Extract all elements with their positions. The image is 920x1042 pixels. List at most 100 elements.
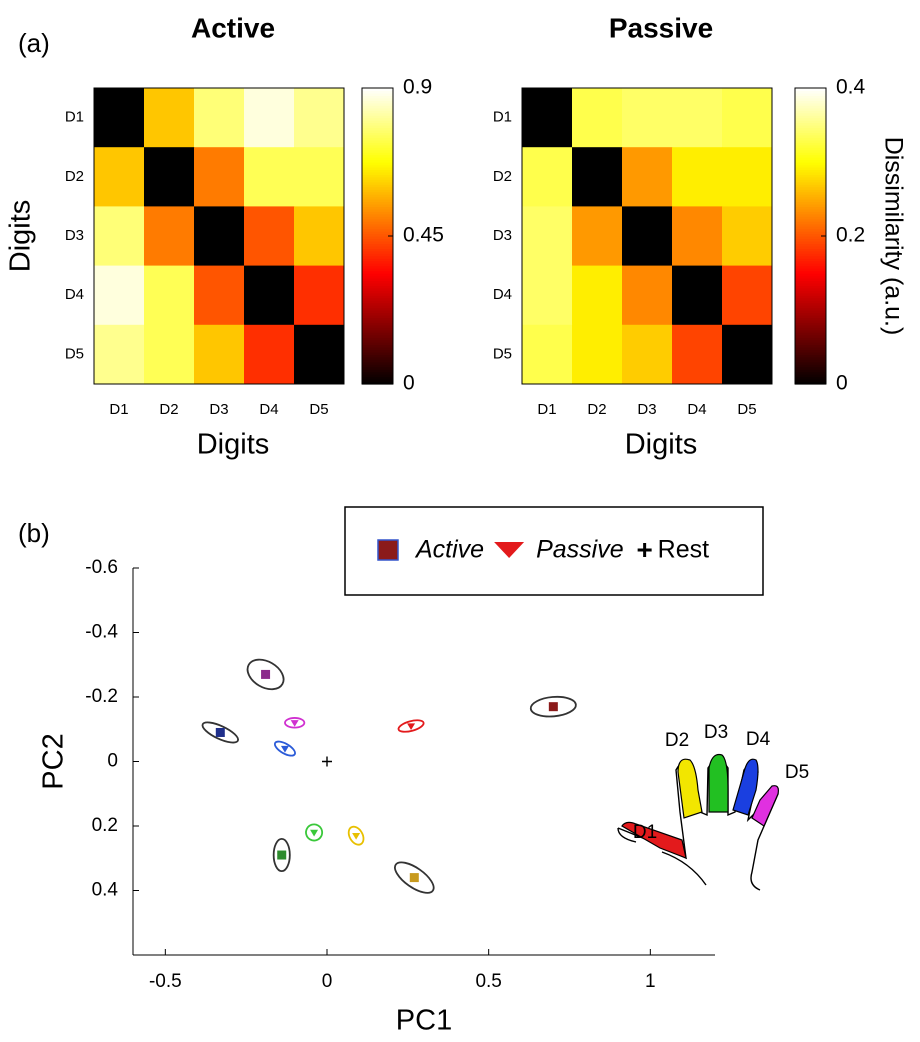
heatmap-cell [672,265,723,326]
x-tick-label: D2 [159,401,178,418]
colorbar-step [795,194,826,198]
colorbar-step [362,263,393,267]
colorbar-step [795,134,826,138]
colorbar-step [362,206,393,210]
y-tick-label: D2 [493,168,512,185]
colorbar-step [795,327,826,331]
colorbar-step [362,194,393,198]
colorbar-step [795,270,826,274]
colorbar-step [362,260,393,264]
heatmap-cell [522,147,573,207]
colorbar-step [362,240,393,244]
heatmap-cell [572,147,623,207]
colorbar-step [362,351,393,355]
colorbar-step [795,245,826,249]
colorbar-step [362,125,393,129]
colorbar-step [795,92,826,96]
colorbar-step [795,117,826,121]
colorbar-step [795,208,826,212]
colorbar-step [795,364,826,368]
heatmap-cell [672,206,723,267]
colorbar-step [795,314,826,318]
colorbar-step [362,337,393,341]
colorbar-step [795,129,826,133]
colorbar-step [795,310,826,314]
colorbar-step [795,361,826,365]
y-tick-label: 0 [107,751,118,772]
confidence-ellipse [246,658,285,691]
heatmap-cell [722,147,773,207]
data-point [215,727,225,737]
colorbar-step [362,152,393,156]
colorbar-step [795,305,826,309]
colorbar-step [795,243,826,247]
x-tick-label: D5 [309,401,328,418]
colorbar-step [362,115,393,119]
heatmap-cell [244,265,295,326]
colorbar-step [362,379,393,383]
colorbar-step [795,300,826,304]
colorbar-step [795,211,826,215]
colorbar-step [795,297,826,301]
colorbar-step [362,376,393,380]
colorbar-step [362,265,393,269]
data-point [352,833,361,840]
x-tick-label: D2 [587,401,606,418]
colorbar-step [795,277,826,281]
colorbar-step [795,307,826,311]
data-point [548,702,558,712]
colorbar-step [362,122,393,126]
colorbar-step [795,334,826,338]
colorbar-step [795,142,826,146]
colorbar-step [362,211,393,215]
colorbar-step [795,100,826,104]
colorbar-step [795,268,826,272]
colorbar-step [362,174,393,178]
finger [677,758,703,819]
colorbar-step [362,277,393,281]
chart-title: Active [191,12,275,43]
heatmap-cell [522,88,573,148]
colorbar-step [362,273,393,277]
heatmap-cell [622,147,673,207]
colorbar-step [795,322,826,326]
colorbar-step [362,245,393,249]
colorbar-step [362,371,393,375]
x-tick-label: D3 [209,401,228,418]
data-point [280,745,289,753]
heatmap-cell [244,88,295,148]
colorbar-step [795,260,826,264]
colorbar-step [362,359,393,363]
colorbar-step [795,179,826,183]
colorbar-step [362,324,393,328]
colorbar-step [795,282,826,286]
confidence-ellipse [305,823,324,842]
colorbar-step [795,337,826,341]
colorbar-step [362,147,393,151]
colorbar-step [795,112,826,116]
colorbar-step [795,176,826,180]
colorbar-step [795,287,826,291]
heatmap-cell [144,88,195,148]
data-point [409,873,419,883]
heatmap-cell [722,265,773,326]
colorbar-step [795,127,826,131]
heatmap-cell [572,324,623,385]
colorbar-step [362,312,393,316]
x-axis-label: Digits [197,429,270,461]
colorbar-step [795,280,826,284]
colorbar-step [362,275,393,279]
data-point [277,850,287,860]
colorbar-step [795,344,826,348]
legend-label: Active [414,536,484,564]
colorbar-tick-label: 0.4 [836,76,866,99]
colorbar-tick-label: 0.45 [403,224,444,247]
colorbar-step [795,366,826,370]
colorbar-step [362,364,393,368]
colorbar-step [795,285,826,289]
colorbar-step [795,199,826,203]
colorbar-step [362,270,393,274]
legend-marker [494,542,525,558]
legend-label: Passive [536,536,624,564]
colorbar-tick-label: 0.2 [836,224,865,247]
